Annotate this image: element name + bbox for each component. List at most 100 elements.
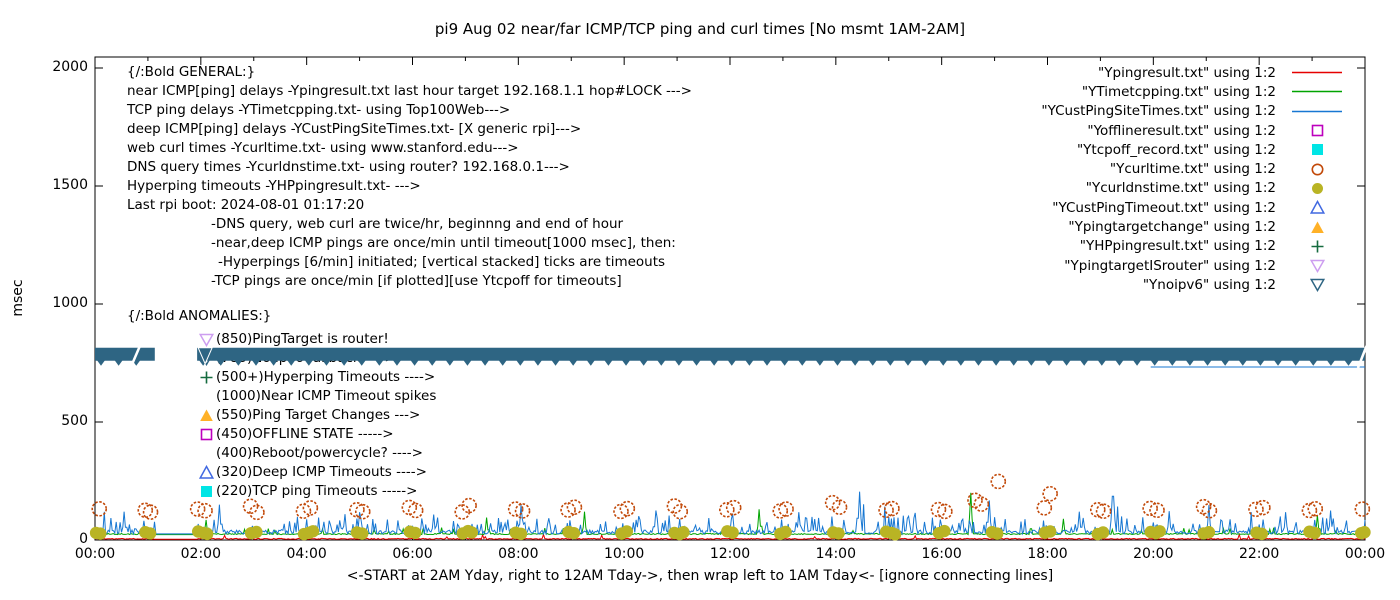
anomaly-plus-icon — [199, 370, 216, 385]
anomaly-annotation-row: (1000)Near ICMP Timeout spikes — [199, 387, 436, 406]
y-tick-label: 500 — [61, 412, 88, 429]
legend-entry-label: "Ynoipv6" using 1:2 — [1142, 276, 1276, 293]
general-annotation-line: -near,deep ICMP pings are once/min until… — [211, 234, 676, 251]
anomaly-annotation-text: (450)OFFLINE STATE -----> — [216, 425, 394, 442]
x-tick-label: 22:00 — [1238, 546, 1280, 562]
anomaly-square-open-icon — [199, 427, 216, 442]
general-annotation-line: -Hyperpings [6/min] initiated; [vertical… — [218, 253, 666, 270]
anomaly-annotation-row: (500+)Hyperping Timeouts ----> — [199, 368, 435, 387]
x-tick-label: 10:00 — [603, 546, 645, 562]
y-tick-label: 1000 — [52, 294, 88, 311]
y-axis-label: msec — [10, 279, 26, 317]
anomaly-annotation-text: (500+)Hyperping Timeouts ----> — [216, 368, 436, 385]
legend-entry-label: "Yofflineresult.txt" using 1:2 — [1087, 122, 1276, 139]
legend-entry-label: "Ycurldnstime.txt" using 1:2 — [1085, 180, 1276, 197]
anomaly-annotation-row: (450)OFFLINE STATE -----> — [199, 425, 394, 444]
x-tick-label: 18:00 — [1027, 546, 1068, 562]
anomaly-annotation-text: (550)Ping Target Changes ---> — [216, 406, 421, 423]
x-axis-label: <-START at 2AM Yday, right to 12AM Tday-… — [346, 568, 1054, 584]
legend-entry: "YTimetcpping.txt" using 1:2 — [1041, 82, 1345, 101]
legend-line-icon — [1289, 104, 1345, 119]
general-annotation-line: -TCP pings are once/min [if plotted][use… — [211, 272, 622, 289]
legend-triangle-down-open-icon — [1289, 277, 1345, 293]
anomaly-annotation-row: (850)PingTarget is router! — [199, 330, 389, 349]
x-tick-label: 04:00 — [286, 546, 327, 562]
legend-entry-label: "Ypingresult.txt" using 1:2 — [1098, 64, 1276, 81]
legend-circle-open-icon — [1289, 162, 1345, 177]
y-tick-label: 2000 — [52, 58, 88, 75]
legend-entry-label: "Ycurltime.txt" using 1:2 — [1109, 161, 1276, 178]
anomaly-triangle-up-filled-icon — [199, 408, 216, 423]
legend-entry: "Ytcpoff_record.txt" using 1:2 — [1041, 140, 1345, 159]
no-icon — [199, 446, 216, 461]
general-header: {/:Bold GENERAL:} — [127, 63, 256, 80]
chart-title: pi9 Aug 02 near/far ICMP/TCP ping and cu… — [434, 20, 966, 38]
legend-triangle-up-open-icon — [1289, 200, 1345, 215]
anomaly-square-filled-icon — [199, 484, 216, 499]
legend-entry-label: "YHPpingresult.txt" using 1:2 — [1079, 238, 1276, 255]
legend-entry: "Yofflineresult.txt" using 1:2 — [1041, 121, 1345, 140]
legend-entry: "Ycurltime.txt" using 1:2 — [1041, 159, 1345, 178]
x-tick-label: 14:00 — [815, 546, 856, 562]
legend-line-icon — [1289, 65, 1345, 80]
legend-entry: "YHPpingresult.txt" using 1:2 — [1041, 237, 1345, 256]
general-annotation-line: TCP ping delays -YTimetcpping.txt- using… — [127, 101, 511, 118]
x-tick-label: 00:00 — [74, 546, 116, 562]
y-tick-label: 1500 — [52, 176, 88, 193]
general-annotation-line: DNS query times -Ycurldnstime.txt- using… — [127, 158, 570, 175]
legend-entry-label: "Ypingtargetchange" using 1:2 — [1068, 219, 1276, 236]
y-tick-label: 0 — [79, 530, 88, 547]
general-annotation-line: deep ICMP[ping] delays -YCustPingSiteTim… — [127, 120, 582, 137]
general-annotation-line: web curl times -Ycurltime.txt- using www… — [127, 139, 519, 156]
legend-square-open-icon — [1289, 123, 1345, 138]
x-tick-label: 08:00 — [498, 546, 539, 562]
legend-entry-label: "YTimetcpping.txt" using 1:2 — [1081, 83, 1276, 100]
general-annotation-line: near ICMP[ping] delays -Ypingresult.txt … — [127, 82, 692, 99]
plot-legend: "Ypingresult.txt" using 1:2 "YTimetcpping… — [1041, 63, 1345, 295]
legend-square-filled-icon — [1289, 142, 1345, 157]
anomaly-annotation-text: (400)Reboot/powercycle? ----> — [216, 444, 423, 461]
anomaly-annotation-row: (320)Deep ICMP Timeouts ----> — [199, 463, 427, 482]
anomaly-annotation-row: (785)No ipv6 fallback ----> — [199, 349, 396, 368]
x-tick-label: 06:00 — [392, 546, 433, 562]
legend-entry: "Ycurldnstime.txt" using 1:2 — [1041, 179, 1345, 198]
x-tick-label: 02:00 — [180, 546, 221, 562]
x-tick-label: 20:00 — [1133, 546, 1174, 562]
legend-entry: "Ynoipv6" using 1:2 — [1041, 275, 1345, 294]
anomaly-annotation-row: (220)TCP ping Timeouts -----> — [199, 482, 418, 501]
anomalies-header: {/:Bold ANOMALIES:} — [127, 307, 272, 324]
legend-entry-label: "YCustPingTimeout.txt" using 1:2 — [1052, 199, 1276, 216]
legend-entry-label: "YpingtargetISrouter" using 1:2 — [1064, 257, 1276, 274]
legend-entry-label: "Ytcpoff_record.txt" using 1:2 — [1076, 141, 1276, 158]
anomaly-annotation-row: (550)Ping Target Changes ---> — [199, 406, 420, 425]
no-icon — [199, 389, 216, 404]
legend-circle-filled-icon — [1289, 181, 1345, 196]
legend-line-icon — [1289, 84, 1345, 99]
anomaly-annotation-row: (400)Reboot/powercycle? ----> — [199, 444, 423, 463]
general-annotation-line: -DNS query, web curl are twice/hr, begin… — [211, 215, 624, 232]
legend-entry: "YCustPingSiteTimes.txt" using 1:2 — [1041, 102, 1345, 121]
anomaly-annotation-text: (785)No ipv6 fallback ----> — [216, 349, 396, 366]
anomaly-annotation-text: (220)TCP ping Timeouts -----> — [216, 482, 418, 499]
x-tick-label: 16:00 — [921, 546, 962, 562]
legend-triangle-down-open-icon — [1289, 258, 1345, 274]
anomaly-triangle-down-open-icon — [199, 351, 216, 366]
anomaly-triangle-down-open-icon — [199, 332, 216, 347]
general-annotation-line: Last rpi boot: 2024-08-01 01:17:20 — [127, 196, 365, 213]
legend-entry: "YCustPingTimeout.txt" using 1:2 — [1041, 198, 1345, 217]
general-annotation-line: Hyperping timeouts -YHPpingresult.txt- -… — [127, 177, 421, 194]
legend-entry: "Ypingtargetchange" using 1:2 — [1041, 217, 1345, 236]
legend-plus-icon — [1289, 239, 1345, 254]
legend-entry: "YpingtargetISrouter" using 1:2 — [1041, 256, 1345, 275]
anomaly-annotation-text: (1000)Near ICMP Timeout spikes — [216, 387, 437, 404]
legend-entry: "Ypingresult.txt" using 1:2 — [1041, 63, 1345, 82]
anomaly-annotation-text: (320)Deep ICMP Timeouts ----> — [216, 463, 427, 480]
legend-triangle-up-filled-icon — [1289, 220, 1345, 235]
anomaly-annotation-text: (850)PingTarget is router! — [216, 330, 389, 347]
x-tick-label: 00:00 — [1344, 546, 1386, 562]
legend-entry-label: "YCustPingSiteTimes.txt" using 1:2 — [1041, 103, 1276, 120]
x-tick-label: 12:00 — [709, 546, 751, 562]
anomaly-triangle-up-open-icon — [199, 464, 216, 480]
